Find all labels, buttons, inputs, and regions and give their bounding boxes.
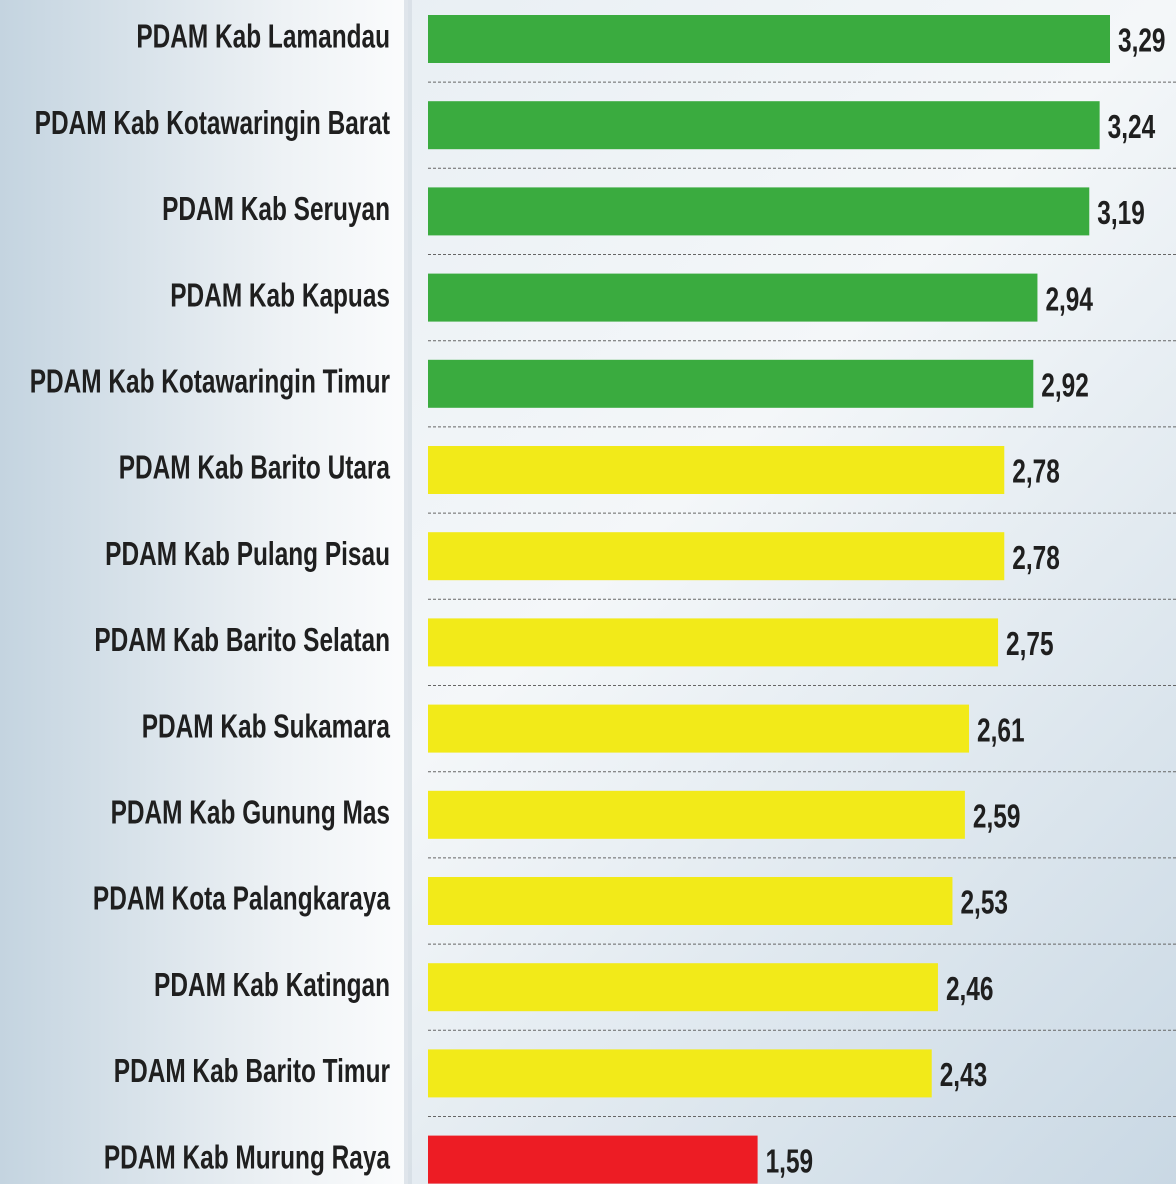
value-label: 2,61 — [977, 713, 1025, 749]
category-label: PDAM Kab Barito Timur — [114, 1054, 390, 1090]
bar — [428, 704, 970, 753]
category-label: PDAM Kota Palangkaraya — [93, 881, 391, 917]
category-label: PDAM Kab Kotawaringin Timur — [30, 364, 390, 400]
bar — [428, 618, 999, 667]
bar — [428, 790, 965, 839]
bar — [428, 15, 1110, 63]
category-label: PDAM Kab Pulang Pisau — [105, 537, 390, 573]
category-label: PDAM Kab Barito Utara — [119, 450, 391, 486]
category-label: PDAM Kab Kotawaringin Barat — [35, 106, 391, 142]
value-label: 2,78 — [1012, 454, 1060, 490]
bar — [428, 446, 1005, 494]
value-label: 3,24 — [1108, 110, 1156, 146]
bar — [428, 877, 953, 925]
value-label: 2,46 — [946, 972, 994, 1008]
category-label: PDAM Kab Katingan — [154, 968, 390, 1004]
value-label: 2,53 — [960, 885, 1008, 921]
value-label: 2,78 — [1012, 541, 1060, 577]
label-panel — [0, 0, 408, 1184]
bar — [428, 963, 938, 1012]
bar — [428, 273, 1038, 322]
bar — [428, 187, 1090, 236]
value-label: 3,29 — [1118, 23, 1166, 59]
value-label: 3,19 — [1097, 196, 1145, 232]
category-label: PDAM Kab Barito Selatan — [94, 623, 390, 659]
value-label: 2,59 — [973, 799, 1021, 835]
value-label: 1,59 — [766, 1144, 814, 1180]
category-label: PDAM Kab Kapuas — [170, 278, 390, 314]
bar — [428, 532, 1005, 581]
value-label: 2,75 — [1006, 627, 1054, 663]
value-label: 2,94 — [1045, 282, 1093, 318]
category-label: PDAM Kab Gunung Mas — [111, 795, 390, 831]
bar — [428, 1135, 758, 1184]
bar — [428, 101, 1100, 150]
category-label: PDAM Kab Seruyan — [162, 192, 390, 228]
value-label: 2,43 — [940, 1058, 988, 1094]
bar — [428, 359, 1034, 408]
bar — [428, 1049, 932, 1098]
value-label: 2,92 — [1041, 368, 1089, 404]
category-label: PDAM Kab Murung Raya — [104, 1140, 391, 1176]
panel-shadow — [404, 0, 412, 1184]
category-label: PDAM Kab Lamandau — [136, 19, 390, 55]
category-label: PDAM Kab Sukamara — [142, 709, 391, 745]
